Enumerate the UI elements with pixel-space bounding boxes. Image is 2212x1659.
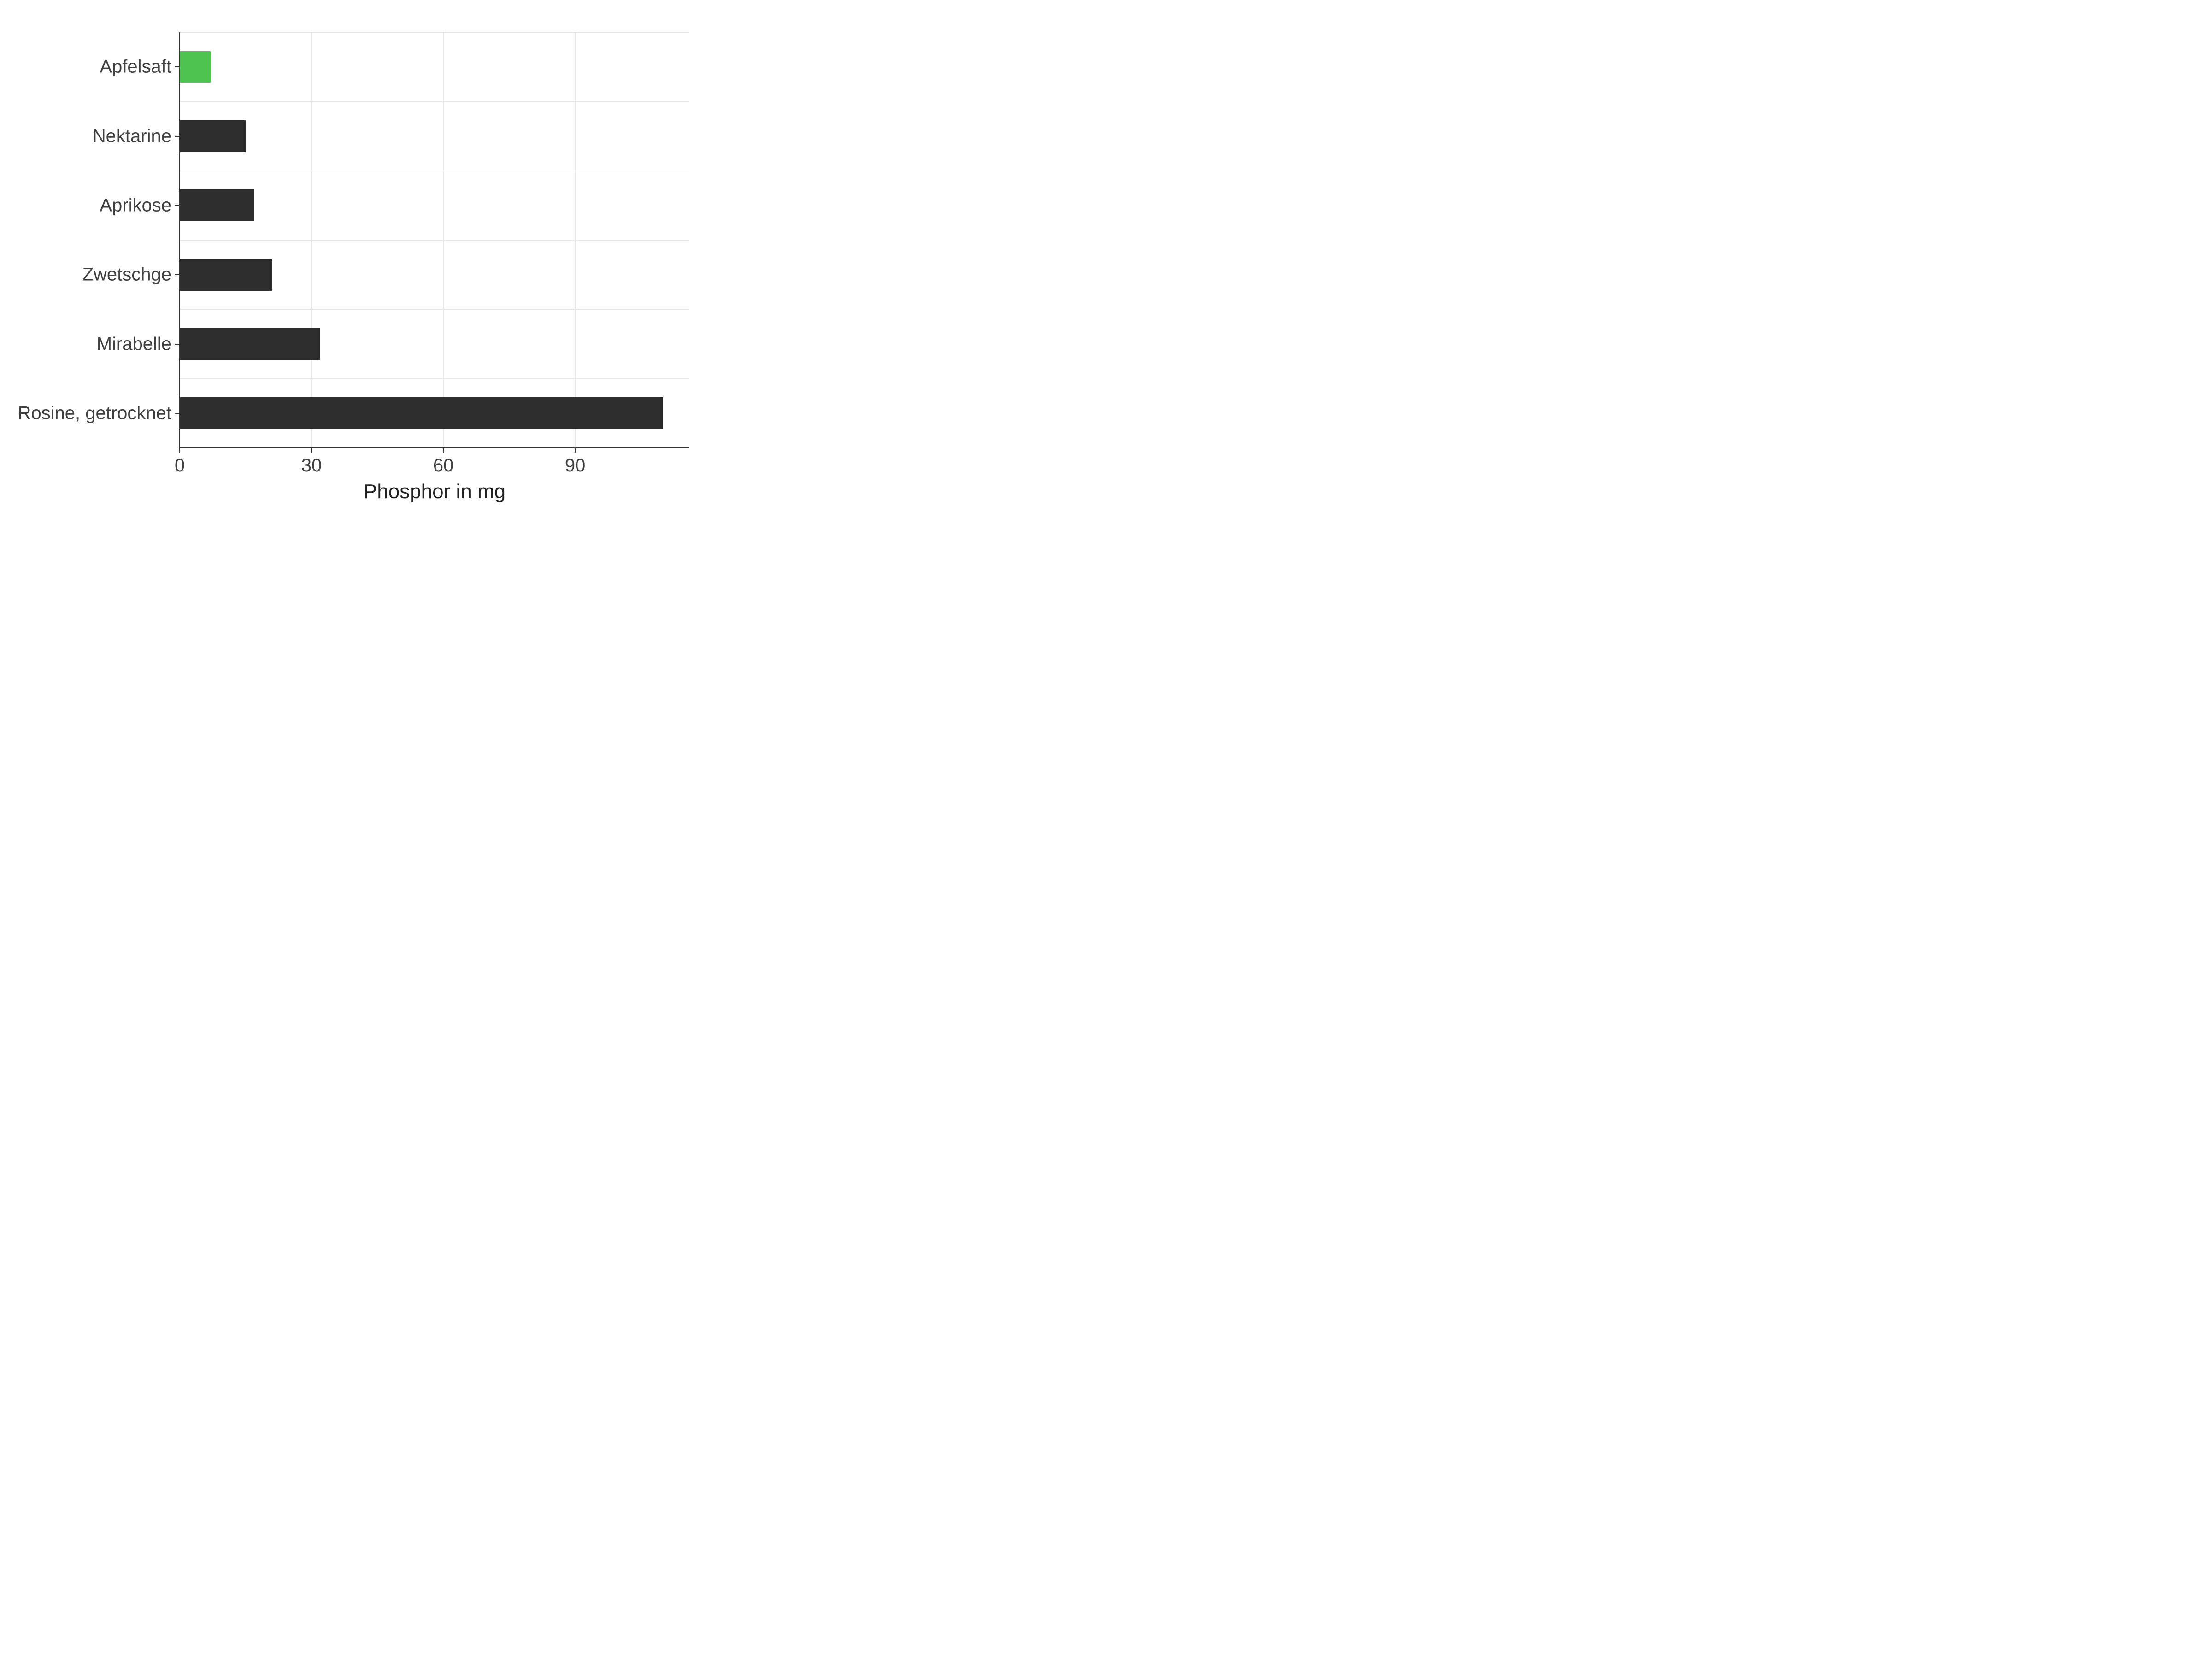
h-gridline xyxy=(180,378,689,379)
h-gridline xyxy=(180,309,689,310)
v-gridline xyxy=(575,32,576,448)
y-tick-label: Aprikose xyxy=(100,195,180,216)
v-gridline xyxy=(443,32,444,448)
bar xyxy=(180,328,320,360)
h-gridline xyxy=(180,240,689,241)
plot-area: 0306090ApfelsaftNektarineAprikoseZwetsch… xyxy=(180,32,689,448)
bar xyxy=(180,259,272,291)
y-tick-label: Zwetschge xyxy=(82,265,180,285)
y-tick-label: Rosine, getrocknet xyxy=(18,403,180,424)
x-axis-title: Phosphor in mg xyxy=(364,480,506,503)
h-gridline xyxy=(180,32,689,33)
y-axis-line xyxy=(179,32,180,448)
bar xyxy=(180,189,254,221)
bar xyxy=(180,397,663,429)
x-axis-line xyxy=(180,447,689,448)
x-tick-label: 30 xyxy=(301,448,322,476)
x-tick-label: 90 xyxy=(565,448,586,476)
y-tick-label: Apfelsaft xyxy=(100,57,180,77)
bar xyxy=(180,51,211,83)
bar xyxy=(180,120,246,152)
phosphor-bar-chart: 0 30 60 90 Apfelsaft Nektarine Aprikose Zwetsch… xyxy=(0,0,708,531)
y-tick-label: Mirabelle xyxy=(97,334,180,354)
y-tick-label: Nektarine xyxy=(93,126,180,147)
v-gridline xyxy=(311,32,312,448)
x-tick-label: 0 xyxy=(175,448,185,476)
h-gridline xyxy=(180,101,689,102)
x-tick-label: 60 xyxy=(433,448,454,476)
